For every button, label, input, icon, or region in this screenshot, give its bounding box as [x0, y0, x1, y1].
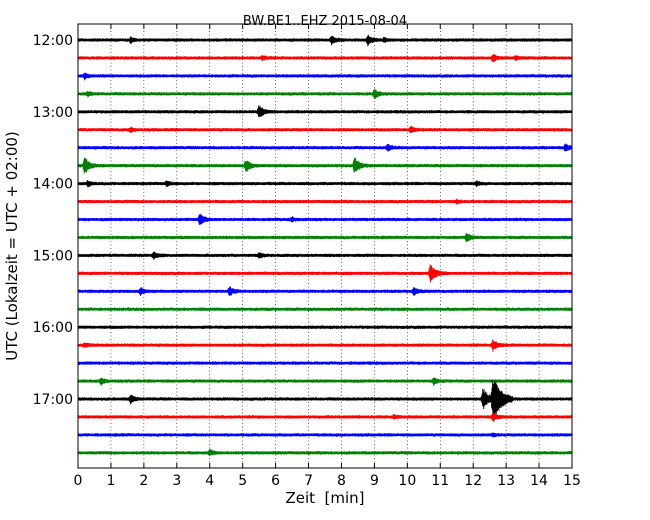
trace-1200: [77, 34, 573, 47]
trace-1430: [77, 213, 573, 226]
x-tick-label: 7: [304, 473, 313, 489]
x-tick-label: 10: [398, 473, 416, 489]
trace-1445: [77, 232, 573, 242]
trace-1715: [77, 412, 573, 422]
x-tick-label: 13: [497, 473, 515, 489]
x-tick-label: 9: [370, 473, 379, 489]
y-tick-label: 12:00: [33, 33, 73, 49]
y-axis-ticks: 12:00 13:00 14:00 15:00 16:00 17:00: [33, 33, 572, 408]
y-tick-label: 13:00: [33, 105, 73, 121]
trace-1530: [77, 286, 573, 297]
y-tick-label: 14:00: [33, 177, 73, 193]
plot-frame: [77, 23, 573, 469]
trace-1345: [77, 157, 573, 174]
x-tick-label: 4: [205, 473, 214, 489]
trace-1415: [77, 198, 573, 205]
trace-1745: [77, 448, 573, 457]
trace-1500: [77, 251, 573, 260]
trace-1515: [77, 264, 573, 283]
traces: [77, 34, 573, 457]
trace-1645: [77, 377, 573, 387]
x-tick-label: 0: [74, 473, 83, 489]
x-axis-label: Zeit [min]: [285, 489, 364, 507]
trace-1330: [77, 143, 573, 152]
trace-1400: [77, 180, 573, 188]
y-axis-label: UTC (Lokalzeit = UTC + 02:00): [3, 131, 21, 361]
trace-1700: [77, 379, 573, 420]
trace-1630: [77, 361, 573, 366]
trace-1215: [77, 53, 573, 63]
x-tick-label: 6: [271, 473, 280, 489]
x-tick-label: 1: [106, 473, 115, 489]
x-tick-label: 3: [172, 473, 181, 489]
trace-1300: [77, 105, 573, 118]
trace-1245: [77, 88, 573, 100]
trace-1615: [77, 339, 573, 353]
trace-1730: [77, 432, 573, 438]
y-tick-label: 17:00: [33, 392, 73, 408]
trace-1230: [77, 72, 573, 81]
x-tick-label: 15: [563, 473, 581, 489]
x-axis-ticks: 0 1 2 3 4 5 6 7 8 9 10 11 12 13 14 15: [74, 24, 581, 489]
chart-title: BW.BE1..EHZ 2015-08-04: [243, 14, 407, 29]
x-tick-label: 12: [464, 473, 482, 489]
x-tick-label: 14: [530, 473, 548, 489]
trace-1315: [77, 125, 573, 134]
grid: [110, 24, 540, 468]
x-tick-label: 5: [238, 473, 247, 489]
y-tick-label: 15:00: [33, 248, 73, 264]
y-tick-label: 16:00: [33, 320, 73, 336]
x-tick-label: 8: [337, 473, 346, 489]
x-tick-label: 11: [431, 473, 449, 489]
trace-1545: [77, 307, 573, 312]
trace-1600: [77, 325, 573, 330]
x-tick-label: 2: [139, 473, 148, 489]
